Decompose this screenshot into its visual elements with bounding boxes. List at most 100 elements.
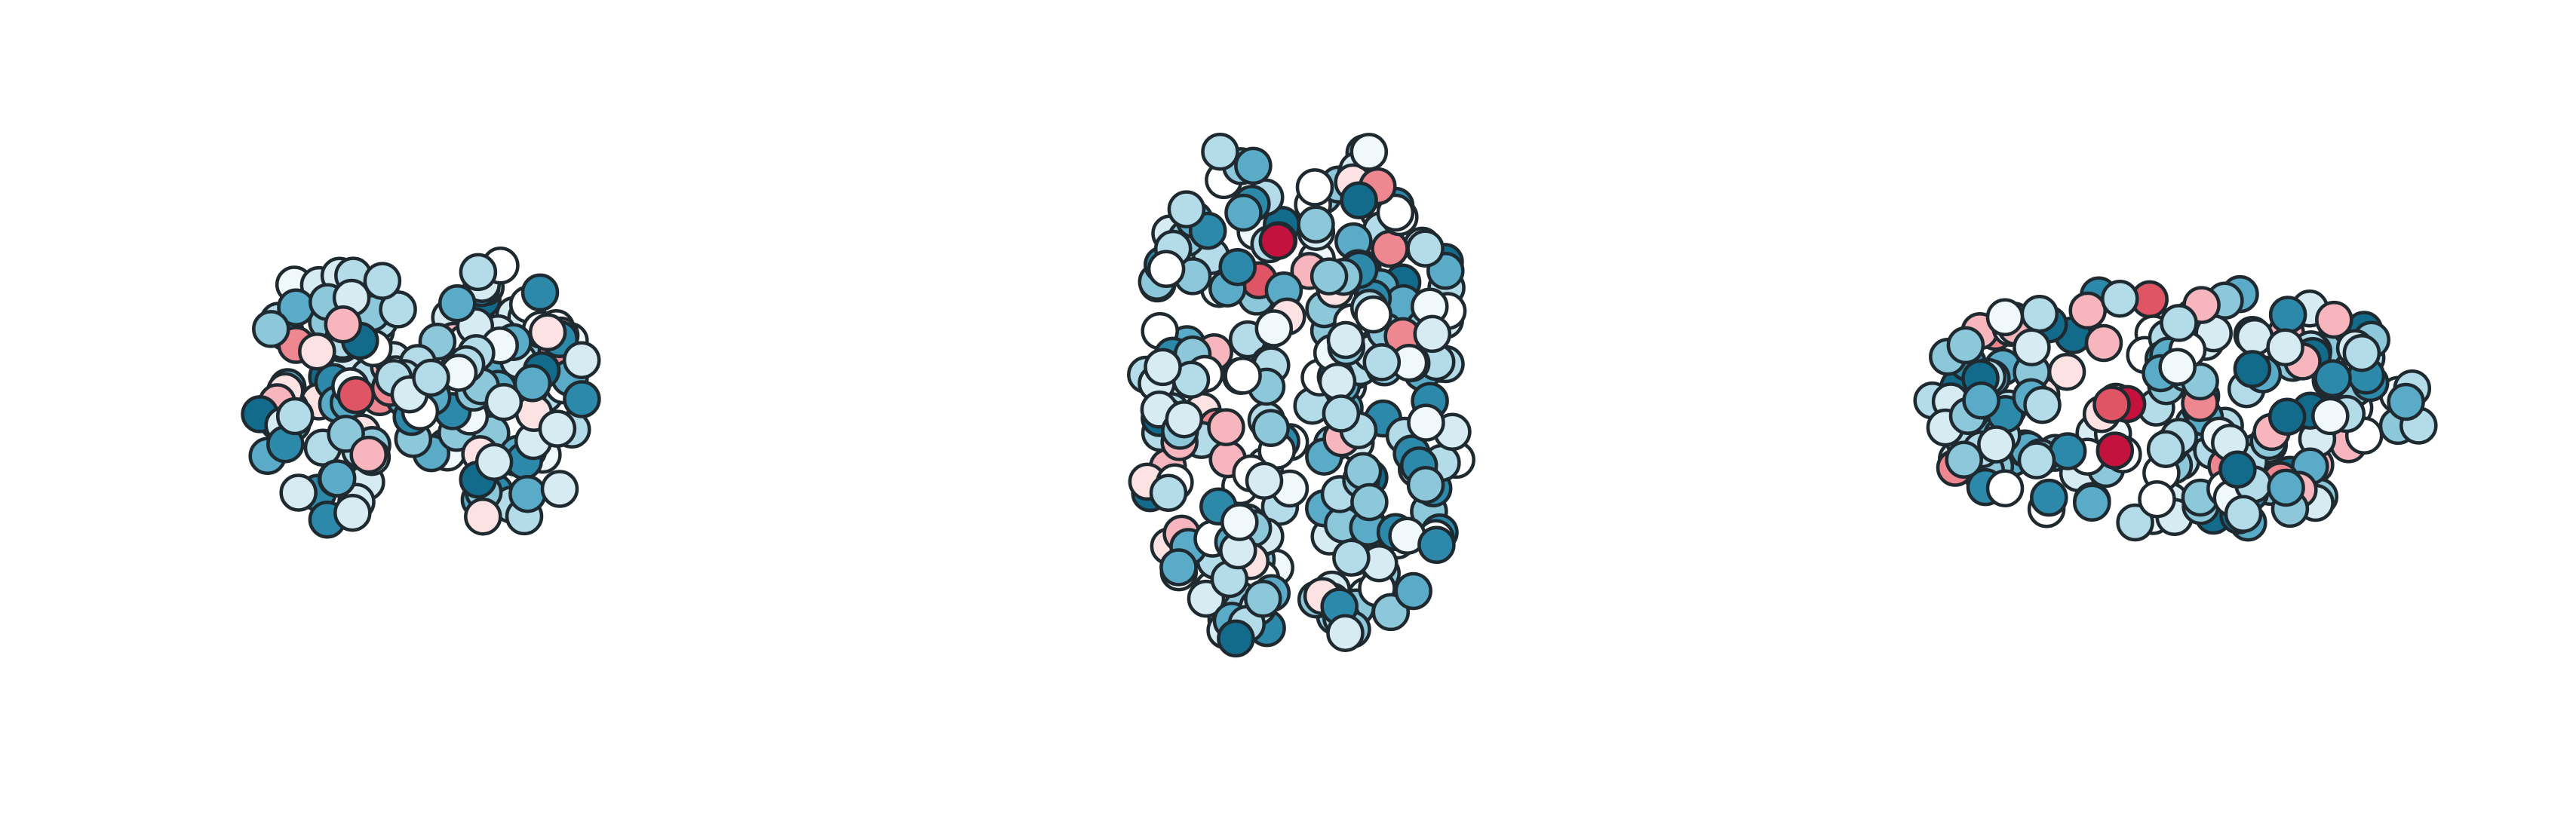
- node: [2138, 479, 2176, 519]
- node: [1977, 425, 2016, 464]
- node: [2048, 432, 2087, 470]
- node: [1326, 614, 1365, 652]
- node: [1350, 482, 1389, 522]
- node: [349, 435, 388, 474]
- node: [1394, 571, 1432, 611]
- node: [464, 497, 502, 536]
- node: [2268, 296, 2307, 334]
- node: [1297, 205, 1335, 244]
- node: [1417, 525, 1456, 565]
- node: [2158, 348, 2197, 386]
- coronal-view: [241, 247, 601, 539]
- node: [2013, 328, 2051, 366]
- node: [2146, 430, 2185, 468]
- node: [2313, 359, 2352, 397]
- node: [2020, 294, 2059, 333]
- node: [2311, 397, 2350, 436]
- node: [2233, 350, 2272, 388]
- node: [1985, 298, 2025, 337]
- axial-view: [1127, 132, 1475, 658]
- node: [2315, 300, 2353, 339]
- node: [1354, 295, 1392, 334]
- node: [474, 443, 514, 481]
- node: [1376, 193, 1415, 232]
- node: [412, 358, 450, 397]
- node: [2084, 323, 2123, 363]
- node: [513, 364, 552, 403]
- node: [1343, 452, 1383, 491]
- node: [2116, 503, 2154, 542]
- node: [1407, 403, 1445, 442]
- node: [1332, 538, 1371, 577]
- node: [1254, 309, 1294, 348]
- node: [1217, 619, 1255, 658]
- node: [1962, 381, 2000, 420]
- node: [2030, 478, 2068, 517]
- node: [459, 253, 498, 292]
- node: [1207, 408, 1245, 446]
- node: [2342, 333, 2381, 372]
- node: [275, 397, 315, 436]
- node: [1224, 357, 1262, 395]
- node: [2160, 304, 2198, 342]
- node: [1167, 190, 1206, 228]
- node: [1326, 320, 1365, 360]
- node: [438, 284, 477, 323]
- node: [1406, 465, 1445, 504]
- node: [298, 332, 336, 371]
- node: [563, 380, 601, 418]
- node: [1945, 440, 1983, 479]
- node: [1349, 133, 1389, 171]
- node: [2017, 441, 2056, 479]
- node: [1144, 348, 1182, 387]
- node: [1946, 326, 1985, 365]
- node: [1322, 394, 1361, 433]
- node: [2218, 450, 2257, 489]
- node: [2095, 431, 2135, 470]
- node: [1309, 257, 1349, 296]
- node: [1159, 548, 1198, 587]
- node: [1244, 580, 1282, 618]
- node: [1165, 400, 1204, 439]
- node: [2068, 291, 2107, 330]
- node: [2266, 328, 2304, 366]
- node: [2267, 468, 2305, 507]
- node: [1220, 503, 1259, 541]
- node: [1201, 132, 1239, 171]
- node: [279, 473, 318, 512]
- node: [562, 341, 601, 379]
- node: [324, 305, 363, 344]
- node: [1371, 229, 1409, 268]
- node: [1251, 409, 1290, 448]
- node: [336, 375, 376, 415]
- node: [333, 493, 372, 532]
- node: [1218, 247, 1257, 286]
- node: [528, 313, 567, 352]
- node: [1234, 146, 1273, 185]
- node: [2047, 352, 2086, 391]
- node: [1413, 314, 1452, 354]
- node: [1318, 362, 1357, 401]
- node: [1295, 168, 1334, 207]
- node: [520, 273, 560, 312]
- node: [1340, 181, 1378, 219]
- node: [2224, 495, 2263, 533]
- node: [538, 409, 577, 448]
- node: [1362, 343, 1402, 381]
- node: [540, 470, 579, 508]
- node: [1147, 250, 1186, 289]
- sagittal-view: [1913, 274, 2438, 542]
- node: [1224, 193, 1263, 232]
- node: [1258, 222, 1297, 260]
- node: [2101, 279, 2139, 318]
- node: [2073, 483, 2111, 522]
- node: [379, 290, 417, 329]
- node: [252, 310, 290, 348]
- node: [318, 459, 357, 498]
- node: [1149, 473, 1188, 513]
- node: [2387, 382, 2425, 421]
- node: [363, 262, 402, 300]
- node: [1245, 461, 1284, 500]
